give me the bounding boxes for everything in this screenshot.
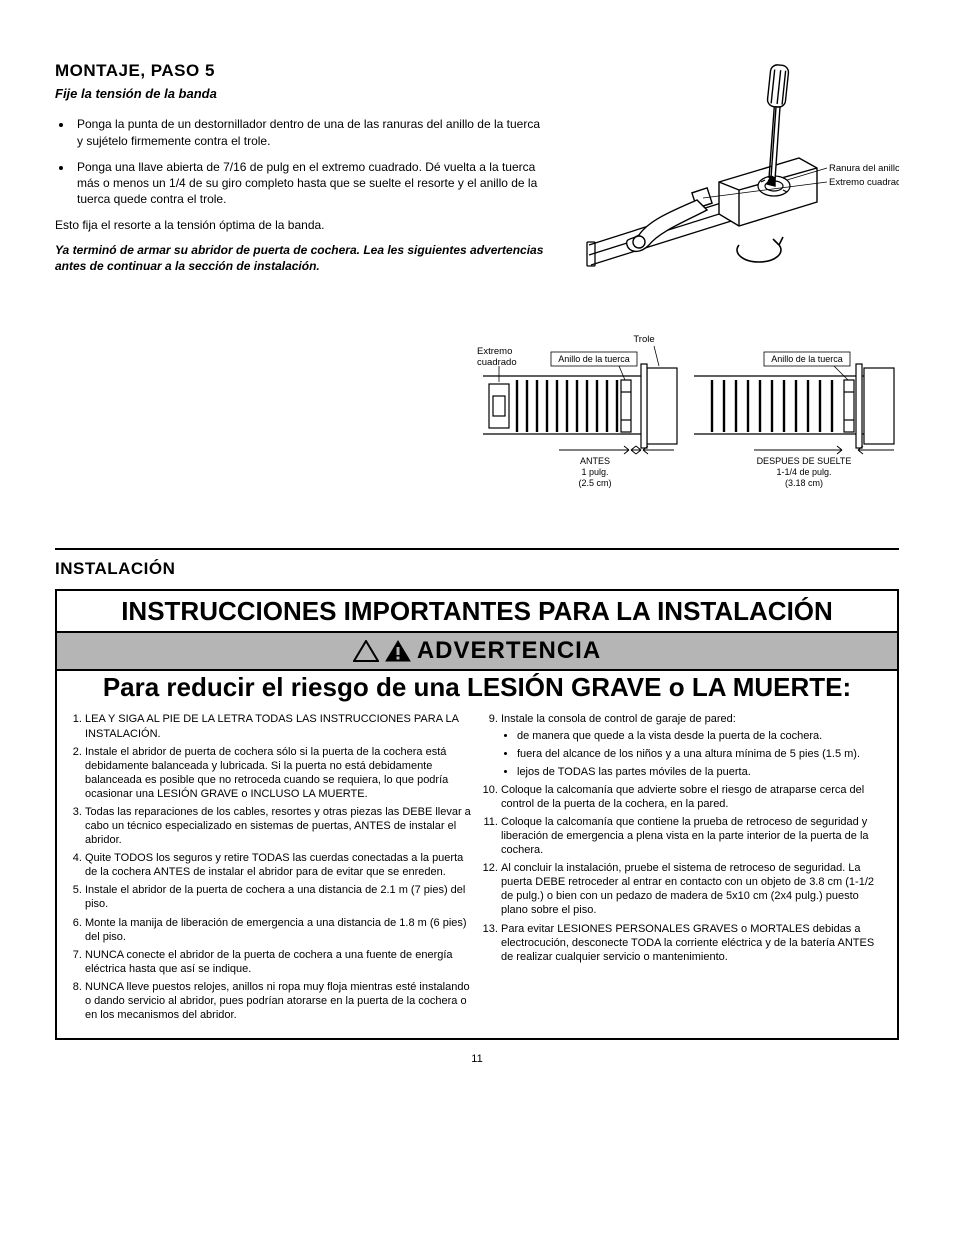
warning-box: INSTRUCCIONES IMPORTANTES PARA LA INSTAL… xyxy=(55,589,899,1040)
label-nut-ring-right: Anillo de la tuerca xyxy=(771,354,843,364)
warning-item: Coloque la calcomanía que contiene la pr… xyxy=(501,815,887,857)
advertencia-text: ADVERTENCIA xyxy=(417,635,601,667)
label-after: DESPUES DE SUELTE xyxy=(757,456,852,466)
warning-item: Monte la manija de liberación de emergen… xyxy=(85,916,471,944)
label-before-dim1: 1 pulg. xyxy=(581,467,608,477)
warning-item: Al concluir la instalación, pruebe el si… xyxy=(501,861,887,917)
warning-item: Coloque la calcomanía que advierte sobre… xyxy=(501,783,887,811)
diagram-screwdriver: Ranura del anillo de la tuerca Extremo c… xyxy=(579,60,899,284)
instruction-bullets: Ponga la punta de un destornillador dent… xyxy=(73,116,549,207)
spring-note: Esto fija el resorte a la tensión óptima… xyxy=(55,217,549,233)
label-nut-ring-slot: Ranura del anillo de la tuerca xyxy=(829,163,899,174)
warning-subitem: de manera que quede a la vista desde la … xyxy=(517,729,887,743)
warning-columns: LEA Y SIGA AL PIE DE LA LETRA TODAS LAS … xyxy=(57,708,897,1038)
label-after-dim1: 1-1/4 de pulg. xyxy=(776,467,831,477)
warning-col-left: LEA Y SIGA AL PIE DE LA LETRA TODAS LAS … xyxy=(67,712,471,1026)
completion-note: Ya terminó de armar su abridor de puerta… xyxy=(55,242,549,274)
bullet-item: Ponga la punta de un destornillador dent… xyxy=(73,116,549,148)
warning-subtitle: Para reducir el riesgo de una LESIÓN GRA… xyxy=(57,671,897,709)
bullet-item: Ponga una llave abierta de 7/16 de pulg … xyxy=(73,159,549,208)
warning-item: Para evitar LESIONES PERSONALES GRAVES o… xyxy=(501,922,887,964)
diagram-row: Extremocuadrado Trole Anillo de la tuerc… xyxy=(55,324,899,508)
warning-item: NUNCA lleve puestos relojes, anillos ni … xyxy=(85,980,471,1022)
label-after-dim2: (3.18 cm) xyxy=(785,478,823,488)
label-nut-ring-left: Anillo de la tuerca xyxy=(558,354,630,364)
section-subheading: Fije la tensión de la banda xyxy=(55,85,549,103)
warning-triangle-icon xyxy=(353,640,379,662)
label-trole: Trole xyxy=(633,334,654,345)
right-column: Ranura del anillo de la tuerca Extremo c… xyxy=(579,60,899,314)
label-before-dim2: (2.5 cm) xyxy=(578,478,611,488)
label-square-end: Extremo cuadrado xyxy=(829,177,899,188)
warning-item: Quite TODOS los seguros y retire TODAS l… xyxy=(85,851,471,879)
warning-item-9-text: Instale la consola de control de garaje … xyxy=(501,713,736,725)
advertencia-bar: ADVERTENCIA xyxy=(57,631,897,670)
warning-item: Instale el abridor de la puerta de coche… xyxy=(85,883,471,911)
page-number: 11 xyxy=(55,1052,899,1067)
warning-triangle-exclaim-icon xyxy=(385,640,411,662)
warning-item: Todas las reparaciones de los cables, re… xyxy=(85,805,471,847)
warning-col-right: Instale la consola de control de garaje … xyxy=(483,712,887,1026)
warning-item: LEA Y SIGA AL PIE DE LA LETRA TODAS LAS … xyxy=(85,712,471,740)
warning-subitem: lejos de TODAS las partes móviles de la … xyxy=(517,765,887,779)
warning-title: INSTRUCCIONES IMPORTANTES PARA LA INSTAL… xyxy=(57,591,897,631)
warning-subitem: fuera del alcance de los niños y a una a… xyxy=(517,747,887,761)
section-heading: MONTAJE, PASO 5 xyxy=(55,60,549,83)
warning-item: NUNCA conecte el abridor de la puerta de… xyxy=(85,948,471,976)
divider xyxy=(55,548,899,550)
label-square-end-2: Extremocuadrado xyxy=(477,346,517,368)
assembly-step-section: MONTAJE, PASO 5 Fije la tensión de la ba… xyxy=(55,60,899,314)
warning-item: Instale el abridor de puerta de cochera … xyxy=(85,745,471,801)
label-before: ANTES xyxy=(580,456,610,466)
diagram-spring-compare: Extremocuadrado Trole Anillo de la tuerc… xyxy=(469,324,899,508)
warning-item-9: Instale la consola de control de garaje … xyxy=(501,712,887,778)
install-heading: INSTALACIÓN xyxy=(55,558,899,581)
left-column: MONTAJE, PASO 5 Fije la tensión de la ba… xyxy=(55,60,549,314)
